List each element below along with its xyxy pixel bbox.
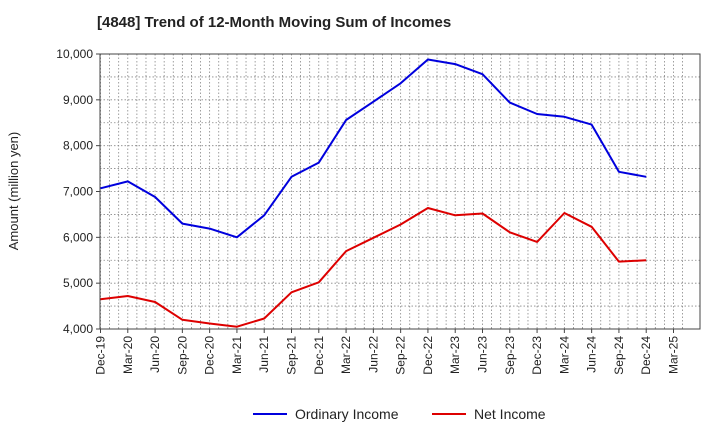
x-tick-label: Sep-24 — [612, 336, 626, 375]
x-tick-label: Jun-23 — [476, 336, 490, 373]
x-tick-label: Sep-21 — [285, 336, 299, 375]
grid-lines — [100, 53, 700, 330]
series-lines — [100, 58, 647, 328]
x-tick-label: Sep-22 — [394, 336, 408, 375]
x-tick-label: Jun-20 — [148, 336, 162, 373]
x-tick-label: Jun-24 — [585, 336, 599, 373]
y-tick-label: 9,000 — [63, 93, 93, 107]
x-tick-label: Mar-22 — [339, 336, 353, 374]
x-tick-label: Dec-20 — [203, 336, 217, 375]
y-tick-label: 7,000 — [63, 185, 93, 199]
x-tick-label: Mar-20 — [121, 336, 135, 374]
x-tick-label: Sep-23 — [503, 336, 517, 375]
x-axis-ticks: Dec-19 Mar-20 Jun-20 Sep-20 Dec-20 Mar-21 Jun-… — [94, 329, 681, 375]
x-tick-label: Mar-24 — [557, 336, 571, 374]
x-tick-label: Jun-21 — [257, 336, 271, 373]
x-tick-label: Mar-25 — [667, 336, 681, 374]
y-tick-label: 10,000 — [56, 47, 93, 61]
series-line-ordinary-income — [100, 58, 647, 239]
legend-label-net: Net Income — [474, 406, 546, 422]
x-tick-label: Dec-24 — [639, 336, 653, 375]
legend-label-ordinary: Ordinary Income — [295, 406, 399, 422]
y-tick-label: 8,000 — [63, 139, 93, 153]
x-tick-label: Mar-23 — [448, 336, 462, 374]
chart-title: [4848] Trend of 12-Month Moving Sum of I… — [97, 14, 452, 31]
y-axis-label: Amount (million yen) — [6, 132, 21, 251]
y-tick-label: 5,000 — [63, 276, 93, 290]
y-axis-ticks: 4,000 5,000 6,000 7,000 8,000 9,000 10,000 — [56, 47, 100, 336]
legend: Ordinary Income Net Income — [253, 406, 546, 422]
x-tick-label: Dec-22 — [421, 336, 435, 375]
y-tick-label: 4,000 — [63, 322, 93, 336]
x-tick-label: Jun-22 — [366, 336, 380, 373]
x-tick-label: Dec-19 — [94, 336, 108, 375]
y-tick-label: 6,000 — [63, 230, 93, 244]
x-tick-label: Sep-20 — [175, 336, 189, 375]
x-tick-label: Dec-23 — [530, 336, 544, 375]
x-tick-label: Mar-21 — [230, 336, 244, 374]
series-line-net-income — [100, 207, 647, 328]
x-tick-label: Dec-21 — [312, 336, 326, 375]
